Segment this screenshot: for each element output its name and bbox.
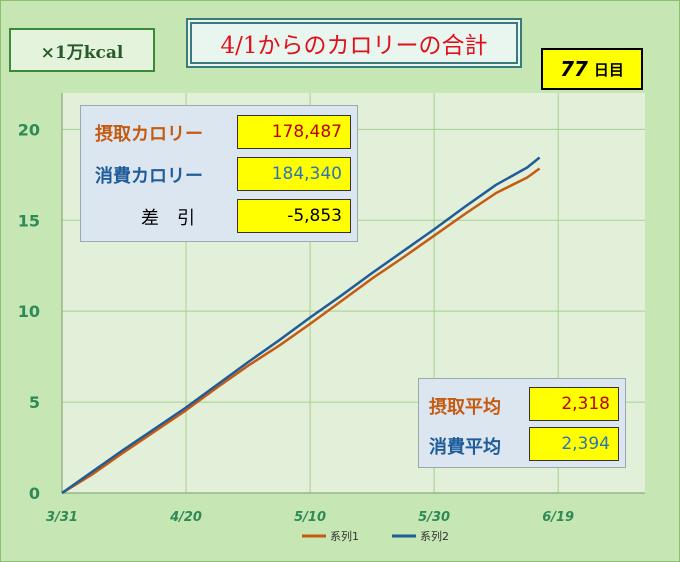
burn-average-label: 消費平均 [429,437,501,458]
x-tick-label: 5/30 [418,510,450,525]
day-count-number: 77 [560,57,588,81]
legend: 系列1 系列2 [302,529,449,543]
unit-label: ×1万kcal [9,28,155,72]
x-tick-label: 3/31 [46,510,78,525]
day-count-unit: 日目 [593,60,624,79]
y-tick-label: 0 [29,484,40,503]
series-line-2 [61,156,541,495]
x-tick-label: 4/20 [169,510,202,525]
y-axis-tick-labels: 0 5 10 15 20 [18,120,40,503]
chart-title: 4/1からのカロリーの合計 [190,22,518,64]
series-lines [61,156,541,495]
burn-average-value: 2,394 [529,427,619,461]
legend-label-2: 系列2 [420,529,449,543]
x-tick-label: 6/19 [542,510,574,525]
difference-label: 差 引 [141,208,195,229]
legend-label-1: 系列1 [330,529,359,543]
burn-total-value: 184,340 [237,157,351,191]
intake-average-label: 摂取平均 [429,397,501,418]
burn-total-label: 消費カロリー [95,166,203,187]
y-tick-label: 15 [18,211,40,230]
chart-title-box: 4/1からのカロリーの合計 [186,18,522,68]
averages-panel: 摂取平均 2,318 消費平均 2,394 [418,378,626,468]
x-axis-tick-labels: 3/31 4/20 5/10 5/30 6/19 [46,510,574,525]
x-tick-label: 5/10 [294,510,326,525]
difference-value: -5,853 [237,199,351,233]
totals-panel: 摂取カロリー 178,487 消費カロリー 184,340 差 引 -5,853 [80,105,358,242]
day-count-badge: 77 日目 [541,48,643,90]
y-tick-label: 10 [18,302,40,321]
intake-total-label: 摂取カロリー [95,124,203,145]
y-tick-label: 20 [18,120,40,139]
series-line-1 [61,167,541,495]
intake-total-value: 178,487 [237,115,351,149]
y-tick-label: 5 [29,393,40,412]
intake-average-value: 2,318 [529,387,619,421]
